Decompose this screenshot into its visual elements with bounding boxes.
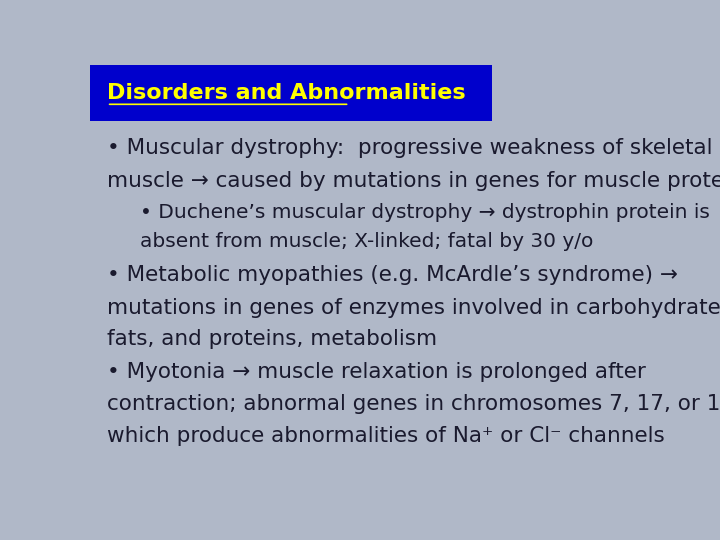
FancyBboxPatch shape xyxy=(90,65,492,121)
Text: fats, and proteins, metabolism: fats, and proteins, metabolism xyxy=(107,329,437,349)
Text: • Muscular dystrophy:  progressive weakness of skeletal: • Muscular dystrophy: progressive weakne… xyxy=(107,138,712,158)
Text: contraction; abnormal genes in chromosomes 7, 17, or 19,: contraction; abnormal genes in chromosom… xyxy=(107,394,720,414)
Text: muscle → caused by mutations in genes for muscle proteins: muscle → caused by mutations in genes fo… xyxy=(107,171,720,191)
Text: • Myotonia → muscle relaxation is prolonged after: • Myotonia → muscle relaxation is prolon… xyxy=(107,362,646,382)
Text: • Metabolic myopathies (e.g. McArdle’s syndrome) →: • Metabolic myopathies (e.g. McArdle’s s… xyxy=(107,265,678,285)
Text: • Duchene’s muscular dystrophy → dystrophin protein is: • Duchene’s muscular dystrophy → dystrop… xyxy=(140,203,710,222)
Text: absent from muscle; X-linked; fatal by 30 y/o: absent from muscle; X-linked; fatal by 3… xyxy=(140,232,593,251)
Text: Disorders and Abnormalities: Disorders and Abnormalities xyxy=(107,83,465,103)
Text: which produce abnormalities of Na⁺ or Cl⁻ channels: which produce abnormalities of Na⁺ or Cl… xyxy=(107,426,665,446)
Text: mutations in genes of enzymes involved in carbohydrates,: mutations in genes of enzymes involved i… xyxy=(107,298,720,318)
